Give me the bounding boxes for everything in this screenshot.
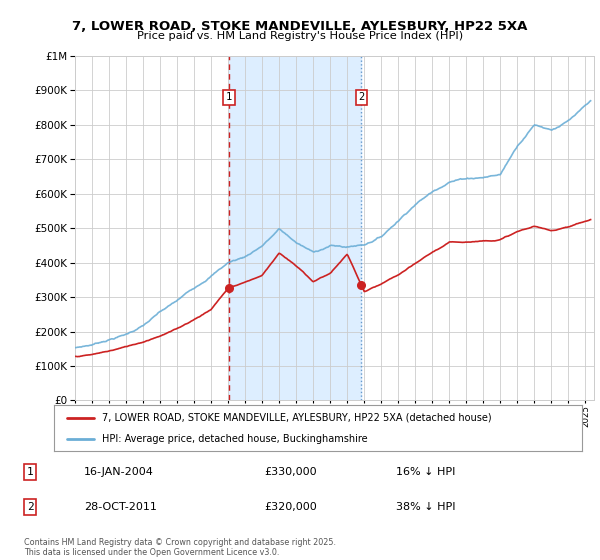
Text: HPI: Average price, detached house, Buckinghamshire: HPI: Average price, detached house, Buck… [101, 435, 367, 444]
Text: Price paid vs. HM Land Registry's House Price Index (HPI): Price paid vs. HM Land Registry's House … [137, 31, 463, 41]
Text: 38% ↓ HPI: 38% ↓ HPI [396, 502, 455, 512]
Text: 2: 2 [26, 502, 34, 512]
Text: 1: 1 [226, 92, 232, 102]
Bar [229, 56, 361, 400]
Text: £320,000: £320,000 [264, 502, 317, 512]
Text: 16-JAN-2004: 16-JAN-2004 [84, 467, 154, 477]
Text: 2: 2 [358, 92, 365, 102]
Text: 16% ↓ HPI: 16% ↓ HPI [396, 467, 455, 477]
Text: 28-OCT-2011: 28-OCT-2011 [84, 502, 157, 512]
Text: 1: 1 [26, 467, 34, 477]
Text: Contains HM Land Registry data © Crown copyright and database right 2025.
This d: Contains HM Land Registry data © Crown c… [24, 538, 336, 557]
Text: 7, LOWER ROAD, STOKE MANDEVILLE, AYLESBURY, HP22 5XA: 7, LOWER ROAD, STOKE MANDEVILLE, AYLESBU… [73, 20, 527, 32]
Text: 7, LOWER ROAD, STOKE MANDEVILLE, AYLESBURY, HP22 5XA (detached house): 7, LOWER ROAD, STOKE MANDEVILLE, AYLESBU… [101, 413, 491, 423]
Text: £330,000: £330,000 [264, 467, 317, 477]
